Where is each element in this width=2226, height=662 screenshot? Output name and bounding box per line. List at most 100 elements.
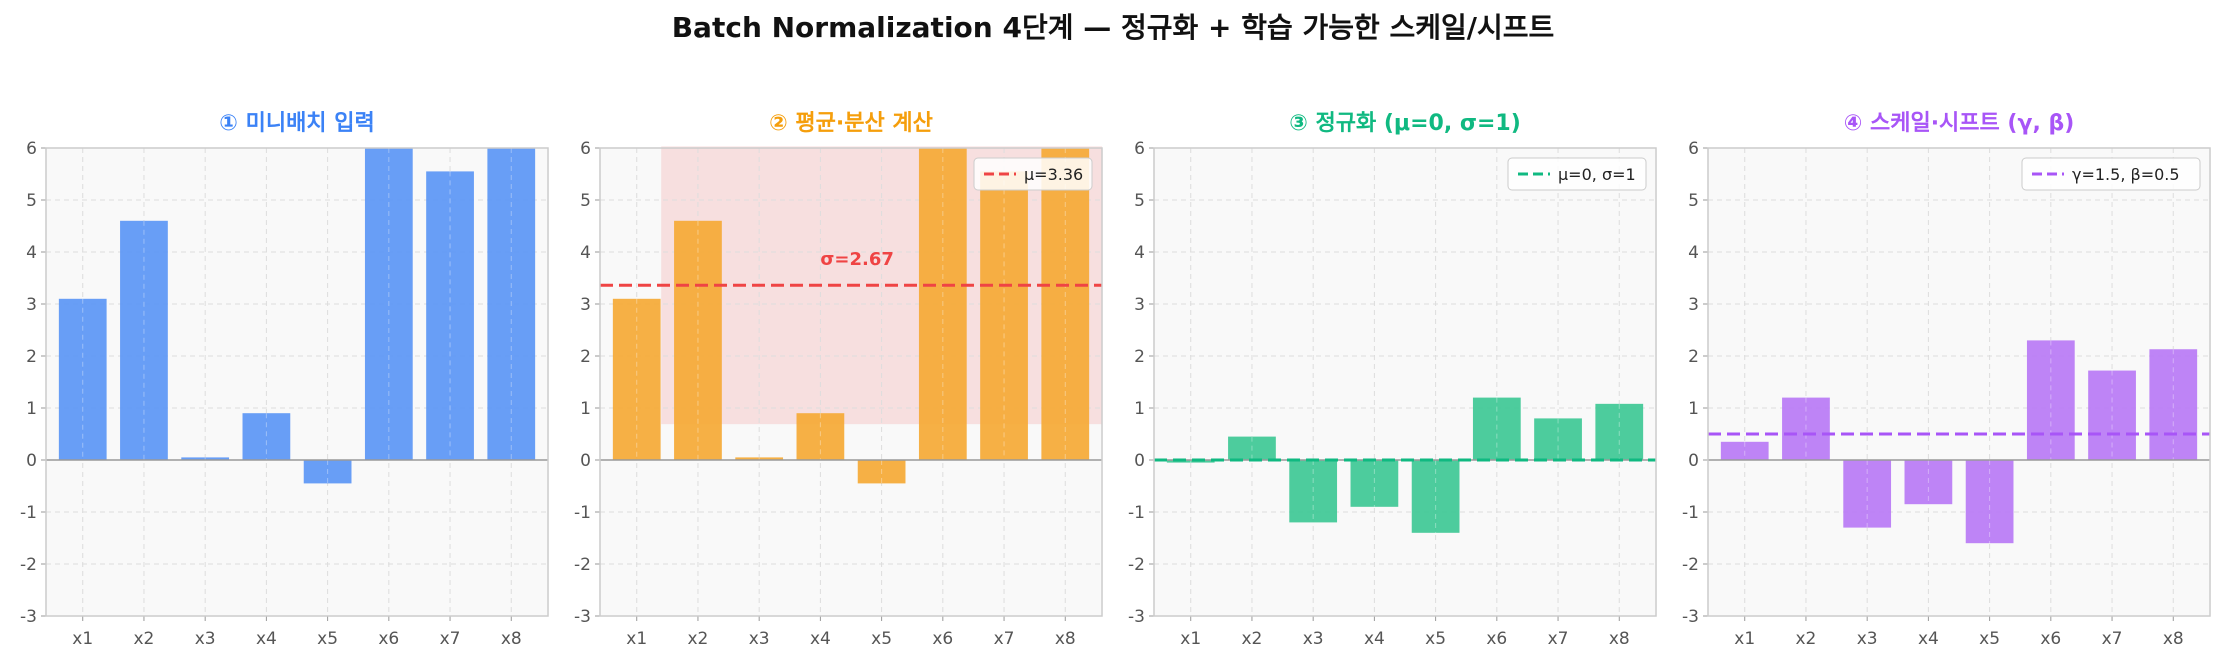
y-tick-label: 2: [580, 347, 591, 367]
legend-box: [973, 157, 1093, 191]
x-tick-label: x6: [2040, 629, 2061, 649]
bar-x6: [918, 148, 967, 460]
panel-title: ② 평균·분산 계산: [769, 111, 933, 136]
y-tick-label: -3: [1128, 607, 1145, 627]
bar-x4: [242, 413, 291, 460]
y-tick-label: 1: [1688, 399, 1699, 419]
legend-label: μ=0, σ=1: [1558, 165, 1636, 184]
x-tick-label: x4: [810, 629, 831, 649]
plot-frame: [599, 147, 1103, 617]
panel-title: ① 미니배치 입력: [219, 111, 374, 136]
panel-title: ③ 정규화 (μ=0, σ=1): [1289, 111, 1521, 136]
legend-label: γ=1.5, β=0.5: [2072, 165, 2180, 184]
bar-x8: [1595, 403, 1644, 460]
y-tick-label: 0: [1688, 451, 1699, 471]
y-tick-label: -1: [1682, 503, 1699, 523]
y-tick-label: 2: [26, 347, 37, 367]
x-tick-label: x8: [501, 629, 522, 649]
y-tick-label: 2: [1134, 347, 1145, 367]
y-tick-label: 0: [580, 451, 591, 471]
x-tick-label: x2: [688, 629, 709, 649]
y-tick-label: 2: [1688, 347, 1699, 367]
y-tick-label: -1: [20, 503, 37, 523]
bar-x3: [735, 457, 784, 460]
plot-frame: [45, 147, 549, 617]
panel-3: 6 5 4 3 2 1 0 -1 -2 -3 x1 x2 x3 x4 x5 x6 x7 x8 μ=0, σ=1 ③ 정…: [1128, 111, 1657, 649]
y-tick-label: 6: [580, 139, 591, 159]
y-tick-label: 6: [1134, 139, 1145, 159]
bar-x1: [58, 298, 107, 460]
y-tick-label: -1: [1128, 503, 1145, 523]
y-tick-label: 1: [580, 399, 591, 419]
y-tick-label: -3: [20, 607, 37, 627]
y-tick-label: 5: [26, 191, 37, 211]
panel-title: ④ 스케일·시프트 (γ, β): [1844, 111, 2075, 136]
bar-x4: [1350, 460, 1399, 507]
y-tick-label: 3: [1134, 295, 1145, 315]
legend-label: μ=3.36: [1024, 165, 1083, 184]
x-tick-label: x5: [1425, 629, 1446, 649]
x-tick-label: x2: [134, 629, 155, 649]
y-tick-label: 0: [1134, 451, 1145, 471]
bar-x6: [1472, 397, 1521, 460]
x-tick-label: x7: [2102, 629, 2123, 649]
y-tick-label: 6: [26, 139, 37, 159]
y-tick-label: 4: [26, 243, 37, 263]
panel-2: 6 5 4 3 2 1 0 -1 -2 -3 σ=2.67 x1 x2 x3 x4 x5 x6 x7 x8 μ=3.3…: [574, 111, 1103, 649]
y-tick-label: 4: [1134, 243, 1145, 263]
bar-x7: [2088, 370, 2136, 460]
bar-x3: [181, 457, 230, 460]
legend-box: [2021, 157, 2201, 191]
bar-x8: [2149, 349, 2198, 460]
y-tick-label: 0: [26, 451, 37, 471]
bar-x1: [612, 298, 661, 460]
x-tick-label: x4: [1364, 629, 1385, 649]
x-tick-label: x3: [195, 629, 216, 649]
bar-x1: [1166, 460, 1215, 463]
y-tick-label: -2: [20, 555, 37, 575]
x-tick-label: x5: [1979, 629, 2000, 649]
x-tick-label: x8: [2163, 629, 2184, 649]
std-annotation: σ=2.67: [820, 249, 894, 270]
x-tick-label: x1: [72, 629, 93, 649]
bar-x3: [1843, 460, 1892, 528]
y-tick-label: -2: [1682, 555, 1699, 575]
y-tick-label: 5: [1134, 191, 1145, 211]
y-tick-label: 1: [26, 399, 37, 419]
y-tick-label: 1: [1134, 399, 1145, 419]
bar-x2: [1228, 436, 1276, 460]
bar-x3: [1289, 460, 1338, 523]
x-tick-label: x2: [1242, 629, 1263, 649]
x-tick-label: x4: [1918, 629, 1939, 649]
x-tick-label: x4: [256, 629, 277, 649]
legend-box: [1507, 157, 1647, 191]
y-tick-label: -1: [574, 503, 591, 523]
bar-x5: [303, 460, 352, 484]
bar-x1: [1720, 441, 1769, 460]
bar-x7: [980, 171, 1028, 460]
x-tick-label: x3: [749, 629, 770, 649]
bar-x2: [1782, 397, 1830, 460]
y-tick-label: 3: [580, 295, 591, 315]
bar-x4: [1904, 460, 1953, 505]
y-tick-label: 3: [26, 295, 37, 315]
y-tick-label: 4: [1688, 243, 1699, 263]
x-tick-label: x3: [1303, 629, 1324, 649]
x-tick-label: x7: [440, 629, 461, 649]
x-tick-label: x8: [1055, 629, 1076, 649]
bar-x2: [674, 220, 722, 460]
bar-x8: [1041, 148, 1090, 460]
x-tick-label: x8: [1609, 629, 1630, 649]
panel-1: 6 5 4 3 2 1 0 -1 -2 -3 x1 x2 x3 x4 x5 x6 x7 x8 ① 미니배치 입력: [20, 111, 549, 649]
bar-x6: [364, 148, 413, 460]
y-tick-label: -2: [1128, 555, 1145, 575]
plot-frame: [1153, 147, 1657, 617]
x-tick-label: x2: [1796, 629, 1817, 649]
x-tick-label: x1: [1734, 629, 1755, 649]
y-tick-label: 6: [1688, 139, 1699, 159]
bar-x7: [426, 171, 474, 460]
y-tick-label: 5: [580, 191, 591, 211]
bar-x8: [487, 148, 536, 460]
x-tick-label: x1: [1180, 629, 1201, 649]
